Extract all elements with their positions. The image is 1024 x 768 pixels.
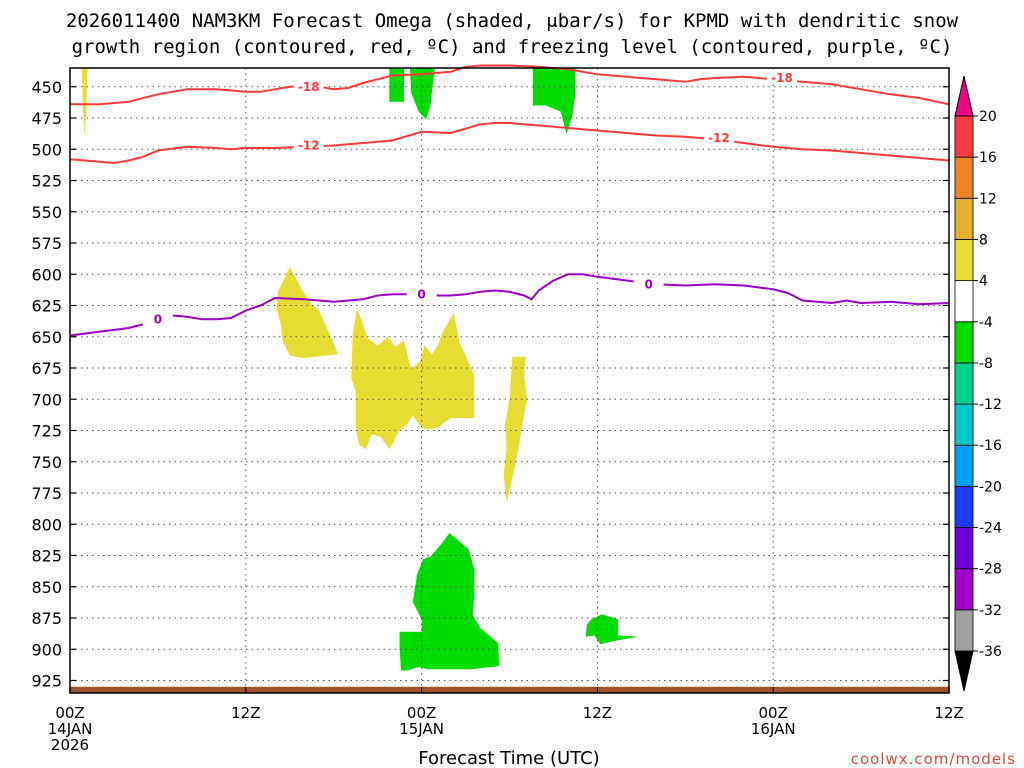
y-tick-label: 525 xyxy=(31,172,62,191)
omega-yellow-3 xyxy=(503,356,528,503)
credit-link[interactable]: coolwx.com/models xyxy=(851,750,1016,768)
y-tick-label: 725 xyxy=(31,422,62,441)
x-tick-label: 00Z xyxy=(55,704,84,722)
omega-upper-green-3 xyxy=(532,68,576,135)
colorbar-tick-label: -8 xyxy=(979,356,993,372)
colorbar-segment xyxy=(954,239,974,282)
x-tick-label: 15JAN xyxy=(399,720,444,738)
colorbar-tick-label: -28 xyxy=(979,562,1002,578)
omega-yellow-2 xyxy=(351,308,475,450)
x-tick-label: 2026 xyxy=(51,736,89,754)
dgz-top-line xyxy=(70,64,950,106)
dgz-top-label: -18 xyxy=(298,80,320,94)
colorbar-tick-label: -4 xyxy=(979,315,993,331)
y-tick-label: 625 xyxy=(31,297,62,316)
colorbar-tick-label: 12 xyxy=(979,191,997,207)
colorbar-segment xyxy=(954,321,974,364)
y-tick-label: 875 xyxy=(31,609,62,628)
omega-upper-green-2 xyxy=(409,68,435,120)
x-tick-label: 00Z xyxy=(407,704,436,722)
omega-yellow-1 xyxy=(276,266,339,358)
dgz-top-label: -18 xyxy=(771,71,793,85)
contour-lines: -18 -18 -12 -12 0 0 0 xyxy=(69,64,950,337)
y-axis: 450 475 500 525 550 575 600 625 650 675 700 725 750 7… xyxy=(31,78,949,691)
omega-shading xyxy=(81,68,639,671)
y-tick-label: 925 xyxy=(31,672,62,691)
colorbar-top-arrow xyxy=(954,75,974,117)
x-axis-title: Forecast Time (UTC) xyxy=(418,748,599,768)
colorbar-tick-label: 4 xyxy=(979,274,988,290)
contour-label-bg xyxy=(703,130,734,144)
colorbar-tick-label: -12 xyxy=(979,397,1002,413)
y-tick-label: 575 xyxy=(31,234,62,253)
y-tick-label: 675 xyxy=(31,359,62,378)
colorbar: -36 -32 -28 -24 -20 -16 -12 -8 -4 4 8 12 16 20 xyxy=(954,75,1002,692)
colorbar-segment xyxy=(954,403,974,446)
chart-title-line2: growth region (contoured, red, ºC) and f… xyxy=(72,36,953,58)
colorbar-segment xyxy=(954,485,974,528)
x-tick-label: 14JAN xyxy=(48,720,93,738)
omega-upper-green-1 xyxy=(389,68,404,102)
colorbar-segment xyxy=(954,156,974,199)
y-tick-label: 850 xyxy=(31,578,62,597)
x-tick-label: 16JAN xyxy=(751,720,796,738)
colorbar-segment xyxy=(954,568,974,611)
freezing-level-line xyxy=(69,273,950,337)
colorbar-segment xyxy=(954,280,974,323)
contour-label-bg xyxy=(766,70,797,84)
contour-label-bg xyxy=(633,276,664,291)
colorbar-segment xyxy=(954,115,974,158)
dgz-bottom-label: -12 xyxy=(298,139,320,153)
contour-label-bg xyxy=(293,137,324,152)
contour-label-bg xyxy=(142,311,173,326)
colorbar-tick-label: -32 xyxy=(979,603,1002,619)
y-tick-label: 550 xyxy=(31,203,62,222)
freezing-level-label: 0 xyxy=(154,312,162,326)
freezing-level-label: 0 xyxy=(417,287,425,301)
x-tick-label: 00Z xyxy=(759,704,788,722)
omega-green-low-2 xyxy=(585,614,639,645)
contour-label-bg xyxy=(406,286,437,301)
plot-frame xyxy=(69,67,950,694)
y-tick-label: 775 xyxy=(31,484,62,503)
colorbar-segment xyxy=(954,362,974,405)
x-tick-label: 12Z xyxy=(231,704,260,722)
x-tick-label: 12Z xyxy=(583,704,612,722)
colorbar-segment xyxy=(954,609,974,652)
grid-lines xyxy=(70,68,949,693)
y-tick-label: 800 xyxy=(31,515,62,534)
colorbar-tick-label: 8 xyxy=(979,232,988,248)
freezing-level-label: 0 xyxy=(644,277,652,291)
y-tick-label: 650 xyxy=(31,328,62,347)
y-tick-label: 475 xyxy=(31,109,62,128)
y-tick-label: 700 xyxy=(31,390,62,409)
colorbar-tick-label: -16 xyxy=(979,438,1002,454)
terrain xyxy=(70,686,949,693)
y-tick-label: 825 xyxy=(31,547,62,566)
chart-title-line1: 2026011400 NAM3KM Forecast Omega (shaded… xyxy=(66,10,959,32)
colorbar-bottom-arrow xyxy=(954,650,974,692)
terrain-layer xyxy=(70,686,949,693)
omega-green-low-1 xyxy=(399,533,500,671)
contour-label-bg xyxy=(293,78,324,93)
dgz-bottom-line xyxy=(69,122,950,165)
colorbar-segment xyxy=(954,197,974,240)
y-tick-label: 500 xyxy=(31,140,62,159)
colorbar-tick-label: 20 xyxy=(979,109,997,125)
y-tick-label: 600 xyxy=(31,265,62,284)
colorbar-tick-label: -20 xyxy=(979,479,1002,495)
colorbar-segment xyxy=(954,444,974,487)
omega-upper-small xyxy=(81,68,88,137)
y-tick-label: 900 xyxy=(31,640,62,659)
y-tick-label: 750 xyxy=(31,453,62,472)
colorbar-tick-label: -24 xyxy=(979,521,1002,537)
dgz-bottom-label: -12 xyxy=(708,131,730,145)
y-tick-label: 450 xyxy=(31,78,62,97)
colorbar-segment xyxy=(954,527,974,570)
colorbar-tick-label: -36 xyxy=(979,644,1002,660)
x-tick-label: 12Z xyxy=(934,704,963,722)
colorbar-tick-label: 16 xyxy=(979,150,997,166)
